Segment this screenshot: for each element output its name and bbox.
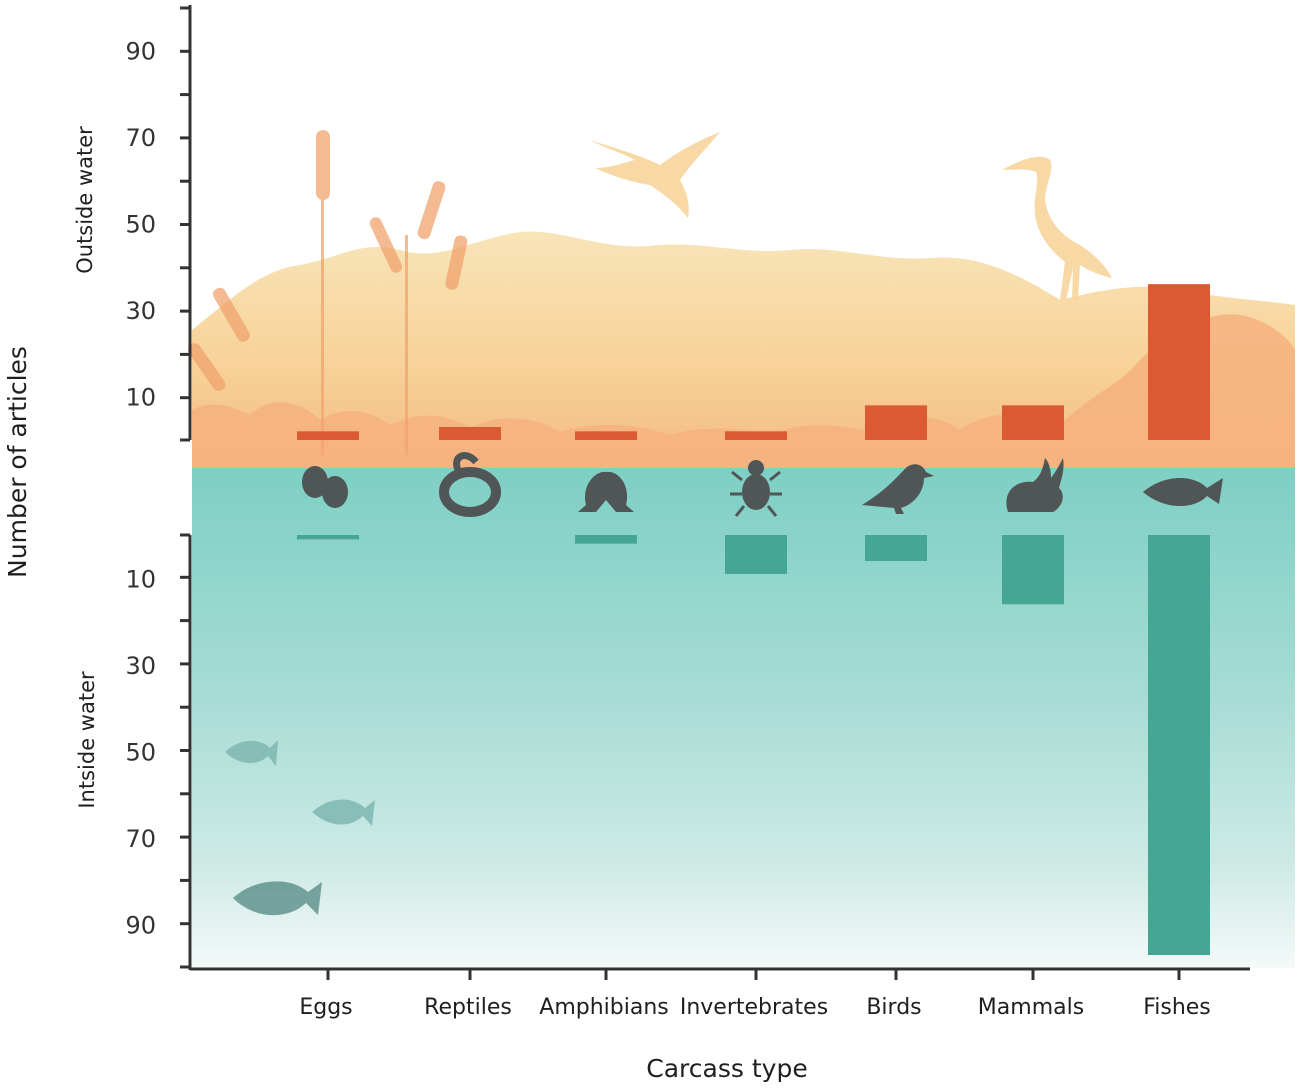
y-tick-label-inside: 90 [125, 912, 156, 940]
egg-icon [322, 476, 348, 508]
carcass-icons [302, 452, 1223, 517]
standing-heron-icon [1002, 156, 1112, 300]
snake-head-icon [453, 452, 479, 472]
bar-outside-water [439, 427, 501, 440]
y-axis: 10 30 50 70 90 10 30 50 70 90 [125, 5, 192, 970]
bar-outside-water [725, 431, 787, 440]
beetle-icon [742, 474, 770, 510]
y-tick-label-inside: 50 [125, 739, 156, 767]
x-axis: Eggs Reptiles Amphibians Invertebrates Birds… [190, 967, 1250, 1020]
crow-icon [862, 464, 934, 514]
reeds [187, 130, 468, 455]
x-tick-label: Amphibians [539, 995, 668, 1020]
bar-inside-water [1002, 535, 1064, 605]
outside-water-label: Outside water [73, 126, 97, 274]
y-tick-label-outside: 50 [125, 211, 156, 239]
y-axis-title: Number of articles [3, 346, 32, 578]
heron-silhouettes [590, 132, 1112, 300]
rabbit-icon [1006, 458, 1064, 512]
fish-school [225, 740, 375, 916]
y-tick-label-inside: 30 [125, 652, 156, 680]
x-tick-label: Eggs [299, 995, 352, 1020]
fish-icon [312, 799, 375, 826]
bar-outside-water [1002, 405, 1064, 440]
egg-icon [302, 466, 328, 498]
fish-icon [225, 740, 278, 766]
y-tick-label-outside: 70 [125, 124, 156, 152]
bar-inside-water [297, 535, 359, 540]
y-tick-label-inside: 70 [125, 825, 156, 853]
fish-icon [233, 881, 322, 916]
bar-outside-water [1148, 284, 1210, 440]
bar-inside-water [725, 535, 787, 574]
x-tick-label: Birds [866, 995, 921, 1020]
inside-water-label: Intside water [75, 671, 99, 809]
snake-icon [439, 467, 501, 517]
y-tick-label-inside: 10 [125, 565, 156, 593]
y-tick-label-outside: 10 [125, 384, 156, 412]
bars-inside-water [297, 535, 1210, 956]
bar-outside-water [297, 431, 359, 440]
bars-outside-water [297, 284, 1210, 440]
y-tick-label-outside: 30 [125, 297, 156, 325]
beetle-legs-icon [730, 470, 782, 517]
flying-heron-icon [590, 132, 720, 218]
x-tick-label: Fishes [1143, 995, 1211, 1020]
bar-outside-water [865, 405, 927, 440]
bar-inside-water [1148, 535, 1210, 956]
x-axis-title: Carcass type [646, 1054, 807, 1083]
bar-inside-water [865, 535, 927, 561]
y-tick-label-outside: 90 [125, 37, 156, 65]
x-tick-label: Invertebrates [680, 995, 828, 1020]
x-tick-label: Reptiles [424, 995, 512, 1020]
frog-icon [578, 471, 634, 512]
fish-icon [1143, 477, 1223, 507]
beetle-head-icon [748, 460, 764, 476]
x-tick-label: Mammals [978, 995, 1084, 1020]
bar-inside-water [575, 535, 637, 544]
bar-outside-water [575, 431, 637, 440]
